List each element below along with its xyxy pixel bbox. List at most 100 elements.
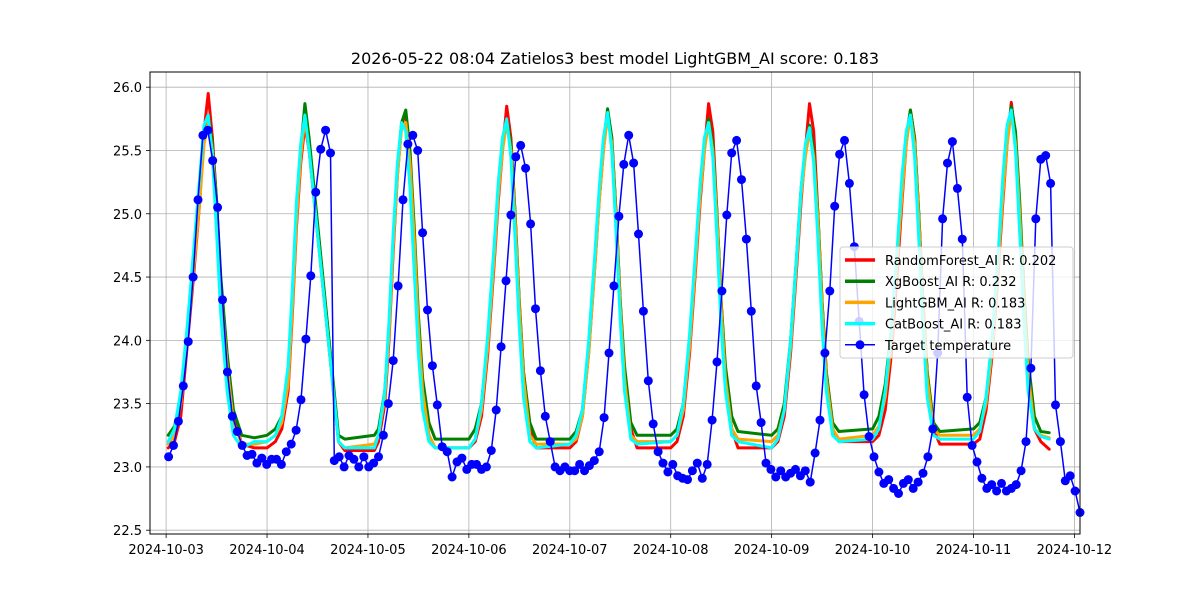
data-point (227, 411, 237, 421)
data-point (247, 449, 257, 459)
data-point (707, 415, 717, 425)
y-tick-label: 22.5 (113, 524, 142, 539)
data-point (378, 430, 388, 440)
y-tick-label: 23.0 (113, 461, 142, 476)
data-point (481, 462, 491, 472)
data-point (992, 486, 1002, 496)
data-point (218, 295, 227, 305)
data-point (570, 466, 580, 476)
data-point (1031, 214, 1041, 224)
data-point (938, 214, 948, 224)
y-tick-label: 23.5 (113, 398, 142, 413)
data-point (987, 480, 997, 490)
data-point (732, 135, 742, 145)
data-point (491, 405, 501, 415)
legend: RandomForest_AI R: 0.202 XgBoost_AI R: 0.… (839, 246, 1074, 359)
legend-marker (855, 340, 865, 350)
data-point (604, 348, 614, 358)
series-3 (166, 108, 1051, 450)
data-point (918, 468, 928, 478)
data-point (820, 348, 830, 358)
data-point (952, 183, 962, 193)
data-point (1041, 151, 1051, 160)
data-point (928, 424, 938, 434)
data-point (511, 152, 521, 162)
data-point (825, 286, 835, 296)
data-point (722, 210, 732, 220)
data-point (193, 195, 203, 205)
data-point (629, 158, 639, 168)
data-point (746, 306, 756, 316)
data-point (432, 400, 442, 410)
data-point (967, 440, 977, 450)
data-point (403, 139, 413, 149)
data-point (237, 440, 247, 450)
data-point (321, 125, 331, 135)
y-tick-label: 26.0 (113, 81, 142, 96)
data-point (737, 175, 746, 185)
data-point (800, 466, 810, 476)
data-point (997, 478, 1006, 488)
data-point (208, 156, 218, 166)
data-point (903, 475, 913, 485)
data-point (869, 452, 879, 462)
data-point (388, 356, 398, 366)
series-4 (164, 125, 1085, 517)
data-point (643, 376, 653, 386)
data-point (164, 452, 174, 462)
series-line (166, 108, 1051, 450)
data-point (169, 440, 178, 450)
data-point (457, 453, 467, 463)
data-point (835, 149, 845, 159)
data-point (923, 452, 933, 462)
legend-label: RandomForest_AI R: 0.202 (885, 254, 1056, 269)
data-point (408, 130, 418, 140)
data-point (173, 416, 183, 426)
data-point (1051, 400, 1060, 410)
data-point (393, 281, 403, 291)
data-point (840, 135, 849, 145)
data-point (334, 452, 344, 462)
y-tick-label: 24.0 (113, 334, 142, 349)
data-point (962, 392, 972, 402)
plot-area: 2024-10-03 2024-10-04 2024-10-05 2024-10-06… (113, 71, 1112, 558)
data-point (741, 234, 751, 244)
data-point (751, 381, 761, 391)
data-point (683, 475, 692, 485)
data-point (687, 466, 697, 476)
data-point (232, 427, 242, 436)
data-point (1070, 486, 1080, 496)
chart-title: 2026-05-22 08:04 Zatielos3 best model Li… (351, 49, 879, 69)
data-point (374, 452, 383, 462)
data-point (791, 464, 800, 474)
data-point (619, 159, 629, 169)
data-point (545, 437, 555, 447)
legend-label: XgBoost_AI R: 0.232 (885, 275, 1017, 290)
x-tick-label: 2024-10-08 (633, 543, 709, 558)
data-point (957, 234, 967, 244)
data-point (771, 472, 781, 482)
x-tick-label: 2024-10-11 (936, 543, 1012, 558)
x-axis: 2024-10-03 2024-10-04 2024-10-05 2024-10-06… (128, 534, 1112, 558)
data-point (540, 411, 550, 421)
data-point (663, 467, 673, 477)
data-point (972, 457, 982, 467)
data-point (712, 357, 722, 367)
data-point (702, 459, 712, 469)
data-point (535, 366, 545, 376)
data-point (296, 395, 306, 405)
data-point (761, 458, 771, 468)
x-tick-label: 2024-10-12 (1037, 543, 1113, 558)
x-tick-label: 2024-10-06 (431, 543, 507, 558)
y-tick-label: 25.5 (113, 144, 142, 159)
data-point (810, 448, 820, 458)
data-point (908, 483, 918, 493)
x-tick-label: 2024-10-04 (229, 543, 305, 558)
data-point (776, 466, 786, 476)
data-point (301, 334, 311, 344)
data-point (306, 271, 316, 281)
x-tick-label: 2024-10-03 (128, 543, 204, 558)
data-point (634, 229, 643, 239)
data-point (1016, 466, 1026, 476)
